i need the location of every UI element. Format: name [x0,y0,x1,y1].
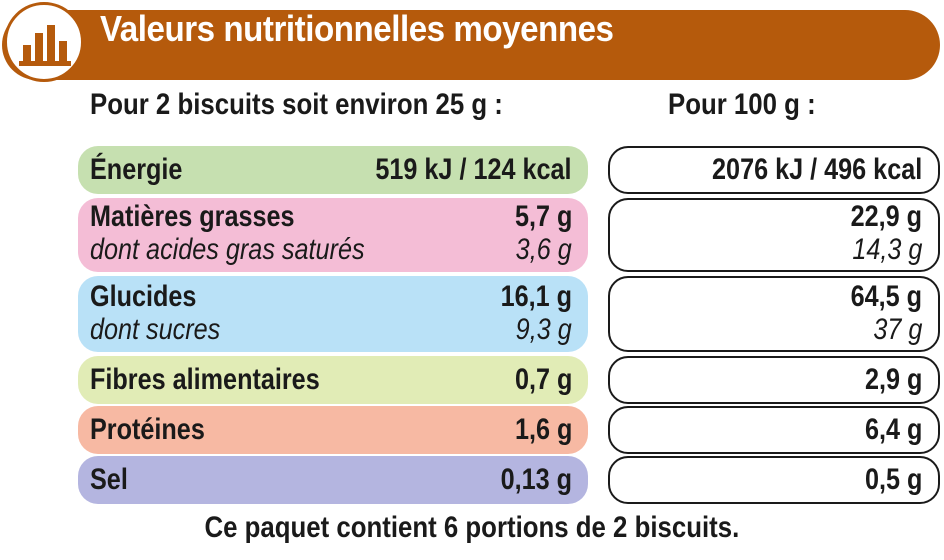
sel-100g-box: 0,5 g [608,456,940,504]
sucres-label: dont sucres [90,313,221,346]
proteines-100g-box: 6,4 g [608,406,940,454]
row-energie: Énergie 519 kJ / 124 kcal [78,146,588,194]
matieres-grasses-portion-value: 5,7 g [514,200,572,233]
sucres-100g-value: 37 g [872,313,922,346]
energie-portion-value: 519 kJ / 124 kcal [375,153,572,186]
glucides-portion-value: 16,1 g [500,280,572,313]
row-proteines: Protéines 1,6 g [78,406,588,454]
portions-note: Ce paquet contient 6 portions de 2 biscu… [0,511,944,545]
column-heading-portion: Pour 2 biscuits soit environ 25 g : [90,88,503,121]
bar-chart-icon [19,25,71,66]
acides-gras-satures-portion-value: 3,6 g [515,233,572,266]
energie-100g-value: 2076 kJ / 496 kcal [711,153,922,186]
fibres-portion-value: 0,7 g [514,363,572,396]
fibres-100g-value: 2,9 g [864,363,922,396]
fibres-100g-box: 2,9 g [608,356,940,404]
glucides-100g-box: 64,5 g 37 g [608,276,940,352]
energie-100g-box: 2076 kJ / 496 kcal [608,146,940,194]
title-banner [2,10,940,80]
sel-100g-value: 0,5 g [864,463,922,496]
proteines-label: Protéines [90,413,205,446]
matieres-grasses-100g-value: 22,9 g [850,200,922,233]
matieres-grasses-100g-box: 22,9 g 14,3 g [608,198,940,272]
proteines-100g-value: 6,4 g [864,413,922,446]
row-sel: Sel 0,13 g [78,456,588,504]
acides-gras-satures-label: dont acides gras saturés [90,233,365,266]
logo-badge [4,2,84,82]
sel-label: Sel [90,463,128,496]
row-fibres: Fibres alimentaires 0,7 g [78,356,588,404]
energie-label: Énergie [90,153,183,186]
acides-gras-satures-100g-value: 14,3 g [851,233,922,266]
column-heading-100g: Pour 100 g : [668,88,816,121]
fibres-label: Fibres alimentaires [90,363,320,396]
page-title: Valeurs nutritionnelles moyennes [100,8,614,49]
matieres-grasses-label: Matières grasses [90,200,295,233]
glucides-100g-value: 64,5 g [850,280,922,313]
proteines-portion-value: 1,6 g [514,413,572,446]
sel-portion-value: 0,13 g [500,463,572,496]
portions-note-text: Ce paquet contient 6 portions de 2 biscu… [204,511,740,544]
sucres-portion-value: 9,3 g [515,313,572,346]
row-matieres-grasses: Matières grasses 5,7 g dont acides gras … [78,198,588,272]
row-glucides: Glucides 16,1 g dont sucres 9,3 g [78,276,588,352]
glucides-label: Glucides [90,280,197,313]
